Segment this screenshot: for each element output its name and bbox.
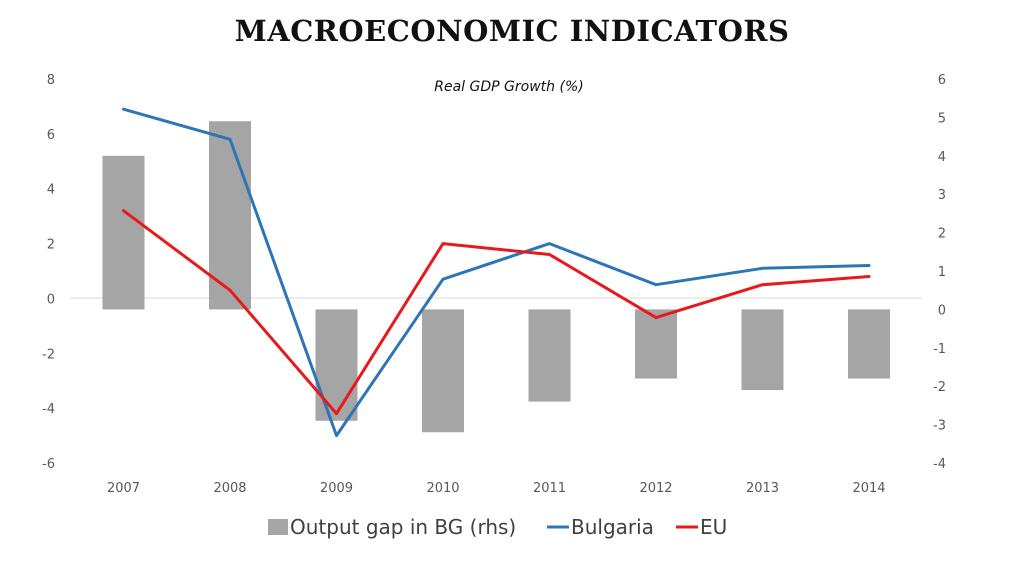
right-tick-label: 3: [938, 188, 946, 203]
left-tick-label: -2: [42, 347, 55, 362]
x-tick-label: 2013: [746, 481, 779, 496]
bar-output-gap-2009: [315, 309, 358, 421]
legend: Output gap in BG (rhs) Bulgaria EU: [268, 515, 727, 539]
left-axis: 8 6 4 2 0 -2 -4 -6: [42, 73, 55, 472]
bar-output-gap-2010: [422, 309, 464, 433]
line-bulgaria: [122, 107, 871, 438]
legend-item-bulgaria: Bulgaria: [547, 515, 654, 539]
bar-output-gap-2008: [209, 121, 251, 310]
x-axis: 2007 2008 2009 2010 2011 2012 2013 2014: [107, 481, 886, 496]
bar-output-gap-2007: [102, 155, 145, 310]
legend-swatch: [268, 519, 288, 535]
chart-subtitle: Real GDP Growth (%): [434, 79, 583, 95]
bars: [102, 121, 890, 433]
bar-output-gap-2012: [635, 309, 677, 379]
lines: [122, 107, 871, 438]
x-tick-label: 2014: [852, 481, 885, 496]
bar-output-gap-2013: [741, 309, 784, 391]
left-tick-label: 2: [47, 238, 55, 253]
x-tick-label: 2010: [426, 481, 459, 496]
right-tick-label: 6: [938, 73, 946, 88]
x-tick-label: 2009: [320, 481, 353, 496]
left-tick-label: 0: [47, 292, 55, 307]
slide-title: MACROECONOMIC INDICATORS: [234, 14, 790, 48]
left-tick-label: 4: [47, 183, 55, 198]
legend-item-eu: EU: [676, 515, 727, 539]
right-tick-label: 4: [938, 150, 946, 165]
right-tick-label: 5: [938, 111, 946, 126]
left-tick-label: 8: [47, 73, 55, 88]
x-tick-label: 2007: [107, 481, 140, 496]
line-eu: [122, 209, 871, 416]
legend-item-output-gap-in-bg-rhs: Output gap in BG (rhs): [268, 515, 516, 539]
x-tick-label: 2012: [639, 481, 672, 496]
right-tick-label: -4: [933, 457, 946, 472]
x-tick-label: 2011: [533, 481, 566, 496]
right-tick-label: -2: [933, 380, 946, 395]
legend-label: EU: [700, 515, 727, 539]
left-tick-label: 6: [47, 128, 55, 143]
right-tick-label: 0: [938, 303, 946, 318]
right-tick-label: 1: [938, 265, 946, 280]
right-tick-label: -1: [933, 342, 946, 357]
legend-label: Bulgaria: [571, 515, 654, 539]
left-tick-label: -6: [42, 457, 55, 472]
right-tick-label: -3: [933, 419, 946, 434]
left-tick-label: -4: [42, 402, 55, 417]
legend-label: Output gap in BG (rhs): [290, 515, 516, 539]
right-tick-label: 2: [938, 227, 946, 242]
x-tick-label: 2008: [213, 481, 246, 496]
bar-output-gap-2011: [528, 309, 571, 402]
right-axis: 6 5 4 3 2 1 0 -1 -2 -3 -4: [933, 73, 946, 472]
bar-output-gap-2014: [848, 309, 890, 379]
